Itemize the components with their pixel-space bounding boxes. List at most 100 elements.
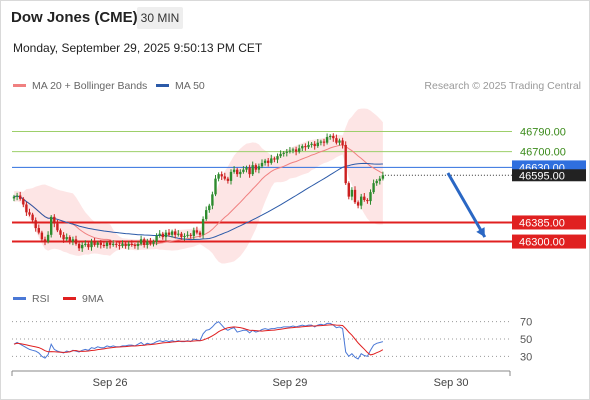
candle-body-93 [301,146,304,149]
candle-body-33 [115,243,118,245]
candle-body-119 [381,175,385,179]
legend-ma50: MA 50 [156,80,205,92]
level-label-3: 46385.00 [519,217,565,229]
candle-body-56 [186,234,189,236]
ma20-line [13,144,384,246]
candle-body-1 [15,195,19,197]
candle-body-15 [59,230,62,235]
level-label-4: 46300.00 [519,237,565,249]
candle-body-7 [34,220,37,229]
candle-body-60 [198,232,202,235]
legend-ma50-label: MA 50 [175,80,205,92]
candle-body-17 [65,237,68,240]
rsi-swatch-icon [13,296,26,300]
candle-body-28 [99,242,102,245]
ma20-swatch-icon [13,83,26,87]
candle-body-88 [285,151,288,153]
candle-body-45 [152,241,155,244]
candle-body-43 [146,241,149,245]
candle-body-117 [375,180,378,184]
candle-body-67 [220,174,223,177]
credit-text: Research © 2025 Trading Central [424,80,581,92]
instrument-title: Dow Jones (CME) [11,9,138,26]
candle-body-63 [208,205,211,211]
rsi-ma-swatch-icon [63,296,76,300]
candle-body-90 [291,149,295,151]
candle-body-68 [223,176,226,179]
candle-body-113 [363,196,366,200]
x-tick-label-2: Sep 30 [434,377,469,389]
candle-body-105 [338,140,341,143]
candle-body-22 [81,244,84,249]
candle-body-73 [239,171,242,175]
candle-body-98 [316,142,319,147]
rsi-tick-label-2: 30 [520,351,532,363]
candle-body-61 [201,219,205,235]
rsi-tick-label-0: 70 [520,317,532,329]
candle-body-36 [124,243,127,247]
projection-arrow-head-icon [476,227,485,238]
candle-body-47 [158,233,161,236]
candle-body-64 [211,194,214,206]
candle-body-49 [164,232,168,238]
candle-body-104 [335,138,338,143]
candle-body-14 [56,223,59,231]
level-tag-4 [512,234,586,249]
candle-body-6 [31,214,34,221]
candle-body-65 [214,178,217,195]
candle-body-16 [62,234,65,240]
candle-body-41 [139,239,143,244]
candle-body-37 [127,243,130,247]
legend-ma20-label: MA 20 + Bollinger Bands [32,80,148,92]
candle-body-116 [372,183,375,193]
candle-body-34 [118,244,121,247]
candle-body-74 [242,169,245,172]
candle-body-78 [254,165,257,170]
candle-body-70 [229,171,233,181]
candle-body-103 [332,135,335,139]
timeframe-badge[interactable]: 30 MIN [137,7,183,29]
candle-body-89 [288,150,292,152]
candle-body-95 [307,144,310,148]
candle-body-18 [68,237,71,242]
rsi-tick-label-1: 50 [520,334,532,346]
candle-body-29 [102,244,106,247]
candle-body-46 [155,235,158,242]
rsi-ma-line [13,324,384,356]
candle-body-106 [341,140,344,145]
x-tick-label-1: Sep 29 [272,377,307,389]
candle-body-3 [22,198,25,205]
candle-body-112 [360,196,363,206]
candle-body-9 [40,232,44,240]
candle-body-108 [347,183,350,197]
last-price-tag [512,169,586,182]
candle-body-39 [133,244,137,247]
candle-body-44 [149,241,152,244]
last-price-label: 46595.00 [519,170,565,182]
candle-body-48 [161,233,164,238]
candle-body-101 [325,137,329,143]
projection-arrow-shaft [446,172,487,238]
candle-body-27 [96,242,99,245]
candle-body-12 [50,216,53,235]
candle-body-84 [273,158,276,160]
candle-body-31 [108,242,112,245]
candle-body-20 [74,239,78,244]
candle-body-107 [344,144,347,184]
candle-body-71 [232,169,236,172]
candle-body-26 [93,241,96,245]
candle-body-118 [378,178,381,181]
candle-body-0 [12,196,16,199]
ma50-swatch-icon [156,83,169,87]
candle-body-21 [77,243,81,249]
candle-body-110 [353,189,357,203]
candle-body-75 [245,167,248,170]
candle-body-91 [294,149,298,152]
candle-body-77 [251,165,254,175]
candle-body-4 [25,204,28,213]
candle-body-52 [174,231,177,235]
candle-body-97 [313,143,316,147]
candle-body-76 [248,167,251,175]
candle-body-42 [143,239,146,245]
